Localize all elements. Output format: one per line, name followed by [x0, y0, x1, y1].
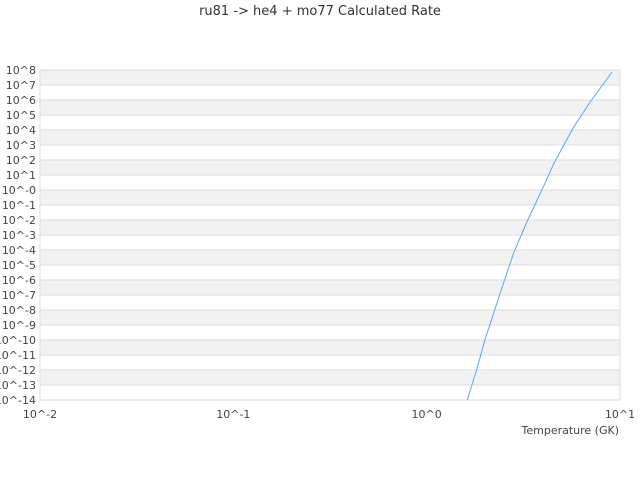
x-axis-label: Temperature (GK) — [521, 424, 620, 437]
grid-band — [40, 100, 620, 115]
grid-band — [40, 340, 620, 355]
y-tick-label: 10^-13 — [0, 379, 36, 392]
grid-band — [40, 310, 620, 325]
grid-band — [40, 325, 620, 340]
plot-border — [39, 69, 621, 401]
grid-band — [40, 130, 620, 145]
y-tick-label: 10^-7 — [2, 289, 36, 302]
y-tick-label: 10^-12 — [0, 364, 36, 377]
grid-band — [40, 160, 620, 175]
grid-band — [40, 370, 620, 385]
grid-band — [40, 385, 620, 400]
grid-band — [40, 85, 620, 100]
y-tick-label: 10^-5 — [2, 259, 36, 272]
rate-line — [466, 71, 613, 401]
y-tick-label: 10^2 — [6, 154, 36, 167]
grid-band — [40, 190, 620, 205]
y-tick-label: 10^-0 — [2, 184, 36, 197]
y-tick-label: 10^5 — [6, 109, 36, 122]
grid-band — [40, 70, 620, 85]
y-tick-label: 10^6 — [6, 94, 36, 107]
x-tick-label: 10^1 — [605, 408, 635, 421]
grid-band — [40, 145, 620, 160]
y-tick-label: 10^-2 — [2, 214, 36, 227]
grid-band — [40, 235, 620, 250]
y-tick-label: 10^-14 — [0, 394, 36, 407]
y-tick-label: 10^-6 — [2, 274, 36, 287]
y-tick-label: 10^-1 — [2, 199, 36, 212]
y-tick-label: 10^-10 — [0, 334, 36, 347]
chart-title: ru81 -> he4 + mo77 Calculated Rate — [199, 4, 441, 19]
y-tick-label: 10^8 — [6, 64, 36, 77]
grid-band — [40, 220, 620, 235]
y-tick-label: 10^7 — [6, 79, 36, 92]
grid-band — [40, 205, 620, 220]
grid-band — [40, 250, 620, 265]
grid-band — [40, 265, 620, 280]
y-tick-label: 10^-11 — [0, 349, 36, 362]
y-tick-label: 10^-3 — [2, 229, 36, 242]
grid-band — [40, 175, 620, 190]
y-tick-label: 10^4 — [6, 124, 36, 137]
y-tick-label: 10^-9 — [2, 319, 36, 332]
grid-band — [40, 280, 620, 295]
y-tick-label: 10^1 — [6, 169, 36, 182]
x-tick-label: 10^-2 — [23, 408, 57, 421]
x-tick-label: 10^-1 — [216, 408, 250, 421]
y-tick-label: 10^-4 — [2, 244, 36, 257]
y-tick-label: 10^-8 — [2, 304, 36, 317]
grid-band — [40, 115, 620, 130]
x-tick-label: 10^0 — [412, 408, 442, 421]
grid-band — [40, 355, 620, 370]
grid-band — [40, 295, 620, 310]
y-tick-label: 10^3 — [6, 139, 36, 152]
